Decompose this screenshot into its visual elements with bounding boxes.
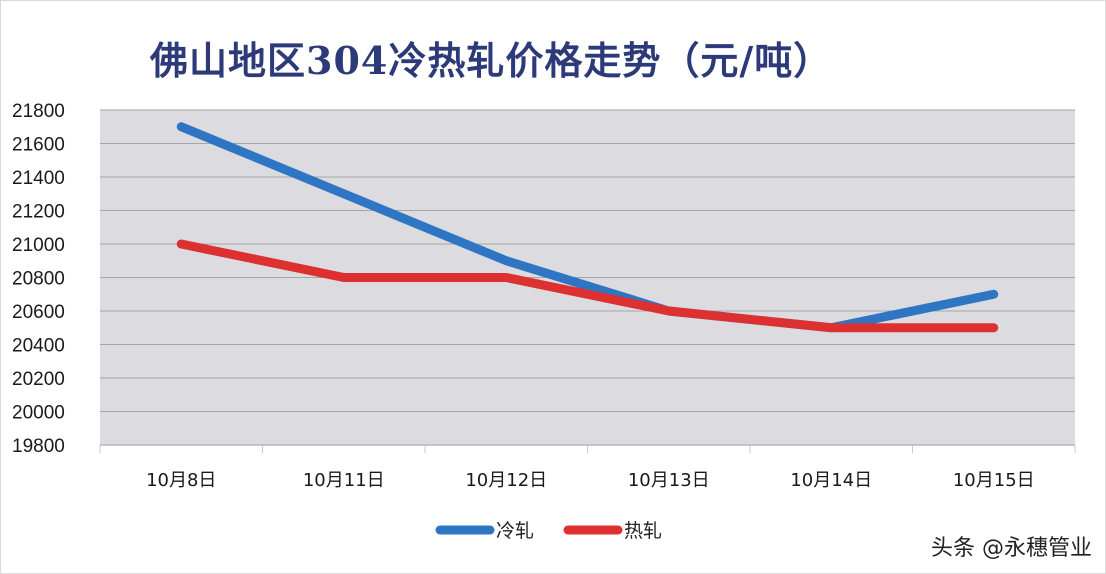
- y-tick-label: 21400: [12, 168, 65, 189]
- y-tick-label: 20600: [12, 302, 65, 323]
- y-tick-label: 20400: [12, 336, 65, 357]
- x-tick-label: 10月15日: [953, 470, 1035, 491]
- chart-title: 佛山地区304冷热轧价格走势（元/吨）: [150, 38, 833, 83]
- series-line-2: [176, 239, 999, 333]
- x-axis: 10月8日 10月11日 10月12日 10月13日 10月14日 10月15日: [99, 445, 1076, 491]
- legend-label: 冷轧: [496, 520, 534, 542]
- x-tick-label: 10月13日: [628, 470, 710, 491]
- y-tick-label: 21800: [12, 101, 65, 122]
- x-tick-label: 10月11日: [303, 470, 385, 491]
- y-tick-label: 20200: [12, 369, 65, 390]
- y-tick-label: 20000: [12, 403, 65, 424]
- series-lines: [176, 122, 999, 333]
- y-tick-label: 20800: [12, 269, 65, 290]
- y-tick-label: 21200: [12, 202, 65, 223]
- legend: 冷轧 热轧: [435, 520, 662, 542]
- x-tick-label: 10月14日: [790, 470, 872, 491]
- watermark: 头条 @永穗管业: [931, 536, 1092, 561]
- y-axis: 19800 20000 20200 20400 20600 20800 21000 21200…: [12, 101, 65, 457]
- y-tick-label: 21600: [12, 135, 65, 156]
- y-tick-label: 21000: [12, 235, 65, 256]
- y-tick-label: 19800: [12, 436, 65, 457]
- x-tick-label: 10月8日: [146, 470, 216, 491]
- x-tick-label: 10月12日: [465, 470, 547, 491]
- series-line-1: [176, 122, 999, 333]
- legend-label: 热轧: [624, 520, 662, 542]
